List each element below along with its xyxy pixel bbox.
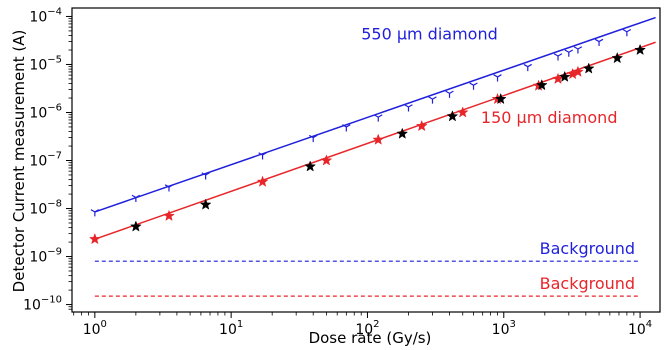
data-point-tri bbox=[404, 104, 413, 112]
data-point-tri bbox=[342, 124, 351, 132]
data-point-star bbox=[163, 209, 175, 221]
y-tick-exponent: −5 bbox=[47, 54, 62, 65]
plot-frame bbox=[71, 7, 661, 313]
x-tick-base: 10 bbox=[83, 322, 101, 338]
x-tick-exponent: 3 bbox=[509, 319, 515, 330]
data-point-star bbox=[634, 43, 646, 56]
data-point-star bbox=[446, 110, 459, 122]
data-point-star bbox=[396, 127, 409, 139]
x-tick-label: 103 bbox=[492, 319, 516, 338]
y-tick-exponent: −7 bbox=[47, 151, 62, 162]
x-tick-base: 10 bbox=[628, 322, 646, 338]
x-tick-exponent: 4 bbox=[646, 319, 652, 330]
y-tick-base: 10 bbox=[29, 57, 47, 73]
data-point-star bbox=[582, 62, 595, 74]
y-tick-base: 10 bbox=[29, 154, 47, 170]
y-tick-label: 10−9 bbox=[29, 247, 62, 266]
y-tick-label: 10−8 bbox=[29, 199, 62, 218]
data-point-tri bbox=[428, 96, 437, 104]
data-point-star bbox=[88, 232, 101, 245]
data-point-tri bbox=[469, 82, 478, 90]
data-point-tri bbox=[553, 53, 563, 61]
data-point-star bbox=[129, 220, 142, 232]
data-point-tri bbox=[594, 38, 604, 47]
data-point-tri bbox=[164, 184, 174, 192]
data-point-tri bbox=[573, 46, 583, 54]
y-tick-base: 10 bbox=[29, 250, 47, 266]
data-point-star bbox=[611, 51, 624, 64]
background-label: Background bbox=[540, 274, 635, 293]
data-point-star bbox=[320, 154, 333, 166]
data-point-star bbox=[372, 133, 385, 145]
x-axis-label: Dose rate (Gy/s) bbox=[309, 329, 432, 347]
data-point-star bbox=[558, 70, 571, 82]
axes: 100 101 102 103 10410−1010−910−810−710−610−5… bbox=[23, 6, 661, 338]
x-tick-base: 10 bbox=[355, 322, 373, 338]
x-tick-exponent: 0 bbox=[101, 319, 107, 330]
x-tick-exponent: 2 bbox=[373, 319, 379, 330]
data-point-tri bbox=[622, 28, 632, 37]
data-point-star bbox=[572, 65, 584, 77]
data-point-star bbox=[304, 160, 317, 172]
x-tick-label: 100 bbox=[83, 319, 107, 338]
y-tick-label: 10−10 bbox=[23, 295, 62, 314]
data-point-tri bbox=[309, 134, 318, 143]
data-point-tri bbox=[90, 209, 100, 217]
data-point-star bbox=[415, 119, 428, 132]
y-tick-exponent: −9 bbox=[47, 247, 62, 258]
x-tick-base: 10 bbox=[492, 322, 510, 338]
y-tick-label: 10−7 bbox=[29, 151, 62, 170]
data-point-star bbox=[535, 78, 548, 91]
data-point-tri bbox=[201, 172, 210, 180]
data-point-star bbox=[199, 198, 212, 210]
data-point-star bbox=[494, 92, 507, 105]
series-annotation: 550 µm diamond bbox=[361, 25, 498, 44]
y-axis-label: Detector Current measurement (A) bbox=[10, 30, 28, 293]
y-tick-exponent: −6 bbox=[47, 102, 62, 113]
y-tick-exponent: −4 bbox=[47, 6, 62, 17]
y-tick-label: 10−6 bbox=[29, 102, 62, 121]
data-point-tri bbox=[523, 63, 532, 72]
data-point-star bbox=[456, 106, 469, 118]
x-tick-label: 102 bbox=[355, 319, 379, 338]
y-tick-base: 10 bbox=[29, 202, 47, 218]
background-label: Background bbox=[540, 239, 635, 258]
x-tick-exponent: 1 bbox=[237, 319, 243, 330]
data-marks: Background Background 550 µm diamond 150 µm… bbox=[88, 16, 656, 297]
data-point-tri bbox=[258, 152, 267, 160]
y-tick-exponent: −8 bbox=[47, 199, 62, 210]
y-tick-base: 10 bbox=[29, 105, 47, 121]
data-point-star bbox=[256, 175, 269, 187]
data-point-tri bbox=[445, 90, 454, 98]
y-tick-exponent: −10 bbox=[41, 295, 62, 306]
x-tick-label: 101 bbox=[219, 319, 243, 338]
y-tick-base: 10 bbox=[23, 298, 41, 314]
data-point-tri bbox=[493, 74, 502, 82]
data-point-tri bbox=[131, 194, 141, 202]
y-tick-label: 10−5 bbox=[29, 54, 62, 73]
y-tick-label: 10−4 bbox=[29, 6, 62, 25]
x-tick-base: 10 bbox=[219, 322, 237, 338]
x-tick-label: 104 bbox=[628, 319, 652, 338]
data-point-tri bbox=[564, 49, 574, 57]
series-annotation: 150 µm diamond bbox=[481, 108, 618, 127]
y-tick-base: 10 bbox=[29, 9, 47, 25]
data-point-tri bbox=[374, 114, 383, 122]
